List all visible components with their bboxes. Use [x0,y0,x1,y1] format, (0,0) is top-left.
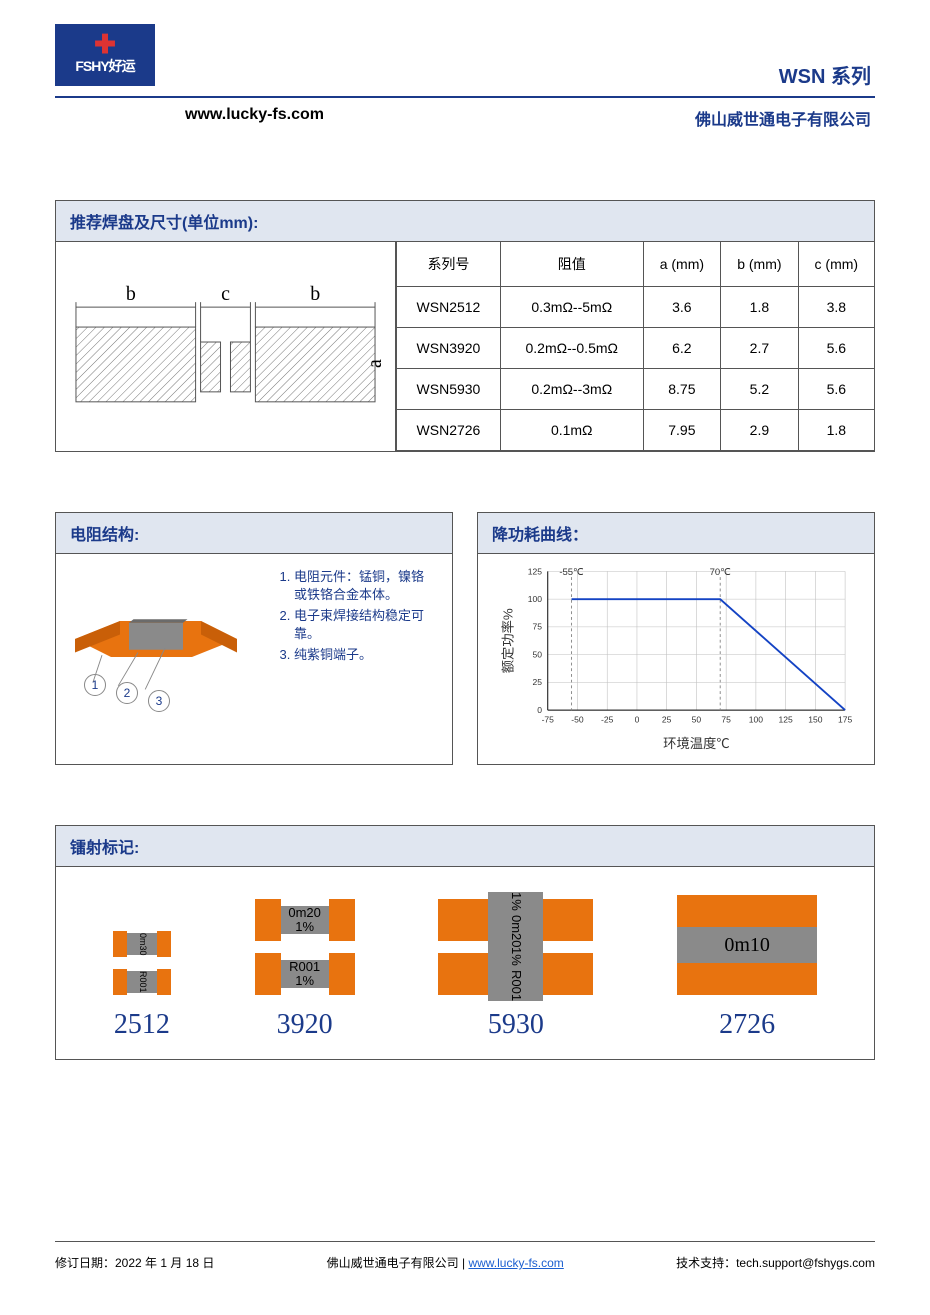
svg-text:a: a [364,358,385,367]
svg-text:额定功率%: 额定功率% [500,608,516,673]
svg-text:-55℃: -55℃ [559,567,584,578]
chip-size-label: 3920 [277,1009,333,1041]
chip: 1%0m20 [438,899,593,941]
series-title: WSN 系列 [779,30,875,89]
svg-text:-50: -50 [571,714,584,724]
derating-title: 降功耗曲线： [478,513,874,554]
pad-diagram: b c b a [56,242,396,451]
th-a: a (mm) [643,242,721,287]
svg-text:-25: -25 [601,714,614,724]
structure-callouts: 1 2 3 [84,674,170,712]
logo-cross-icon: ✚ [94,34,116,54]
list-item: 电阻元件：锰铜，镍铬或铁铬合金本体。 [294,568,436,603]
callout-1: 1 [84,674,106,696]
laser-title: 镭射标记: [55,825,875,867]
chip: 0m30 [113,931,171,957]
svg-text:b: b [126,283,136,305]
derating-panel: 降功耗曲线： -75 -50 -25 0 25 50 75 100 125 150 175 0 25 50… [477,512,875,765]
pad-table: 系列号 阻值 a (mm) b (mm) c (mm) WSN25120.3mΩ… [396,242,874,451]
th-series: 系列号 [397,242,501,287]
laser-item-2512: 0m30 R001 2512 [113,931,171,1041]
laser-item-5930: 1%0m20 1%R001 5930 [438,899,593,1041]
pad-title: 推荐焊盘及尺寸(单位mm): [55,200,875,242]
chip-size-label: 2512 [114,1009,170,1041]
callout-2: 2 [116,682,138,704]
svg-text:50: 50 [692,714,702,724]
svg-text:b: b [310,283,320,305]
svg-text:175: 175 [838,714,853,724]
footer: 修订日期：2022 年 1 月 18 日 佛山威世通电子有限公司 | www.l… [55,1241,875,1271]
laser-section: 镭射标记: 0m30 R001 2512 0m201% R0011% 3920 1%0m20… [55,825,875,1060]
chip: 0m201% [255,899,355,941]
logo-text: FSHY好运 [75,56,134,76]
th-c: c (mm) [798,242,874,287]
svg-text:25: 25 [662,714,672,724]
subheader: www.lucky-fs.com 佛山威世通电子有限公司 [55,98,875,130]
pad-svg: b c b a [66,272,385,422]
footer-rev: 修订日期：2022 年 1 月 18 日 [55,1254,214,1271]
structure-list: 电阻元件：锰铜，镍铬或铁铬合金本体。 电子束焊接结构稳定可靠。 纯紫铜端子。 [276,568,436,668]
th-b: b (mm) [721,242,799,287]
svg-text:-75: -75 [542,714,555,724]
chip: 1%R001 [438,953,593,995]
chip: 0m10 [677,895,817,995]
pad-table-header: 系列号 阻值 a (mm) b (mm) c (mm) [397,242,875,287]
list-item: 纯紫铜端子。 [294,646,436,664]
list-item: 电子束焊接结构稳定可靠。 [294,607,436,642]
footer-support: 技术支持：tech.support@fshygs.com [676,1254,875,1271]
table-row: WSN27260.1mΩ7.952.91.8 [397,410,875,451]
svg-text:0: 0 [537,705,542,715]
footer-link[interactable]: www.lucky-fs.com [468,1256,563,1270]
svg-text:125: 125 [528,566,543,576]
header: ✚ FSHY好运 WSN 系列 [55,30,875,98]
derating-chart: -75 -50 -25 0 25 50 75 100 125 150 175 0 25 50 75 100 12… [484,560,868,750]
chip: R0011% [255,953,355,995]
svg-text:100: 100 [749,714,764,724]
svg-text:0: 0 [635,714,640,724]
structure-panel: 电阻结构: 1 2 3 [55,512,453,765]
table-row: WSN39200.2mΩ--0.5mΩ6.22.75.6 [397,328,875,369]
svg-text:25: 25 [533,677,543,687]
company-name: 佛山威世通电子有限公司 [695,106,871,130]
laser-item-3920: 0m201% R0011% 3920 [255,899,355,1041]
svg-text:70℃: 70℃ [710,567,732,578]
th-resistance: 阻值 [500,242,643,287]
callout-3: 3 [148,690,170,712]
website-url: www.lucky-fs.com [185,106,324,130]
svg-text:125: 125 [778,714,793,724]
svg-text:75: 75 [533,622,543,632]
svg-text:75: 75 [721,714,731,724]
laser-item-2726: 0m10 2726 [677,895,817,1041]
svg-text:50: 50 [533,649,543,659]
svg-text:150: 150 [808,714,823,724]
chip-size-label: 2726 [719,1009,775,1041]
chip: R001 [113,969,171,995]
table-row: WSN25120.3mΩ--5mΩ3.61.83.8 [397,287,875,328]
chip-size-label: 5930 [488,1009,544,1041]
logo: ✚ FSHY好运 [55,24,155,86]
pad-section: 推荐焊盘及尺寸(单位mm): [55,200,875,452]
svg-text:环境温度℃: 环境温度℃ [663,736,729,750]
table-row: WSN59300.2mΩ--3mΩ8.755.25.6 [397,369,875,410]
structure-title: 电阻结构: [56,513,452,554]
svg-text:100: 100 [528,594,543,604]
footer-mid: 佛山威世通电子有限公司 | www.lucky-fs.com [327,1254,564,1271]
svg-text:c: c [221,283,230,305]
